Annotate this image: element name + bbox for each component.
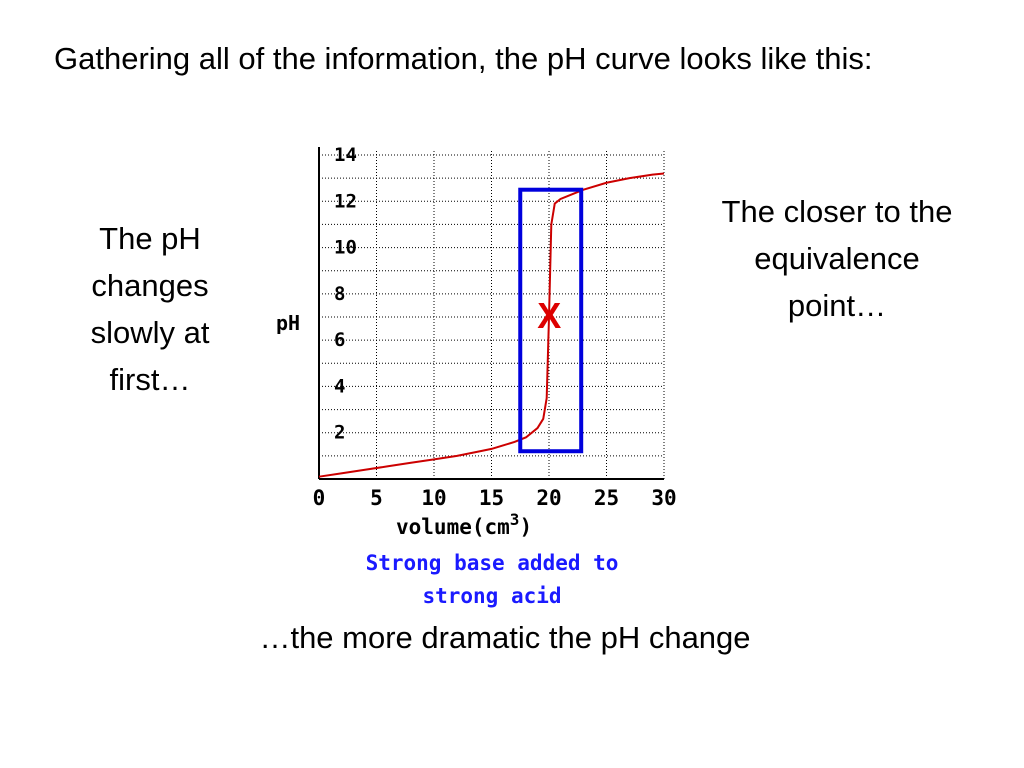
x-tick-label: 25 — [594, 486, 619, 510]
chart-caption-line-1: Strong base added to — [366, 551, 619, 575]
chart-axes — [318, 147, 664, 480]
x-tick-label: 20 — [536, 486, 561, 510]
chart-series — [318, 172, 665, 478]
x-axis-label-superscript: 3 — [510, 510, 520, 529]
note-slow-change: The pH changes slowly at first… — [90, 221, 210, 397]
ph-curve-line — [318, 172, 665, 478]
x-tick-label: 10 — [421, 486, 446, 510]
y-tick-label: 14 — [334, 144, 357, 166]
equivalence-point-marker: X — [537, 295, 561, 336]
x-tick-label: 15 — [479, 486, 504, 510]
x-tick-label: 30 — [651, 486, 676, 510]
chart-overlay: X — [518, 187, 584, 454]
y-tick-label: 8 — [334, 283, 345, 305]
y-tick-label: 12 — [334, 190, 357, 212]
equivalence-highlight-box — [518, 187, 584, 454]
x-axis-label-text: volume(cm — [396, 515, 510, 539]
chart-tick-labels: 2 4 6 8 10 12 14 0 5 10 15 20 25 30 — [313, 144, 677, 510]
slide-heading: Gathering all of the information, the pH… — [54, 41, 873, 76]
note-dramatic-change: …the more dramatic the pH change — [259, 620, 751, 655]
chart-caption-line-2: strong acid — [422, 584, 561, 608]
y-tick-label: 10 — [334, 237, 357, 259]
chart-grid — [319, 151, 665, 479]
x-tick-label: 0 — [313, 486, 326, 510]
note-equivalence-point: The closer to the equivalence point… — [721, 194, 953, 323]
y-axis-label: pH — [276, 311, 300, 335]
x-tick-label: 5 — [370, 486, 383, 510]
x-axis-label: volume(cm3) — [396, 510, 532, 539]
y-tick-label: 2 — [334, 422, 345, 444]
y-tick-label: 6 — [334, 329, 345, 351]
y-tick-label: 4 — [334, 375, 345, 397]
x-axis-label-suffix: ) — [519, 515, 532, 539]
